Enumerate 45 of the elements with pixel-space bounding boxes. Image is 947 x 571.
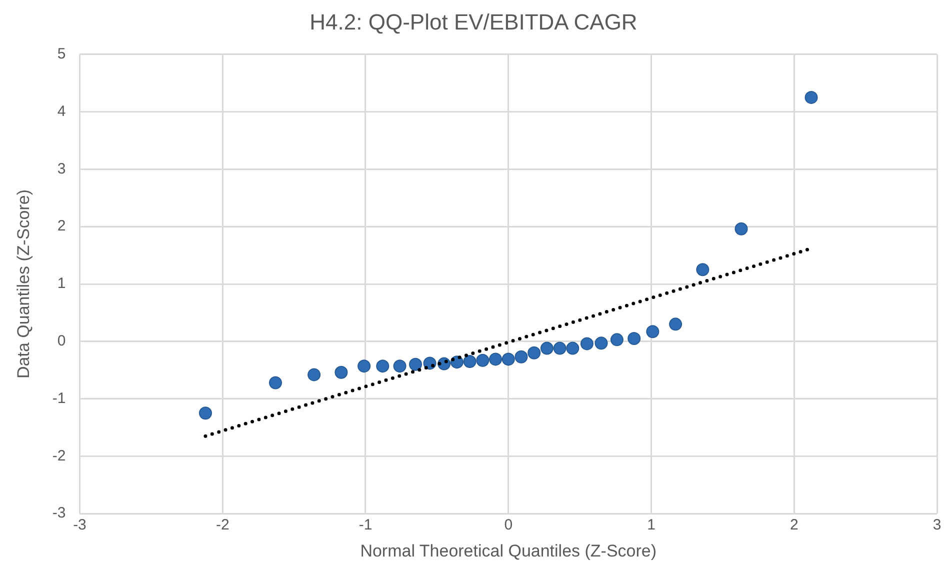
x-axis-title: Normal Theoretical Quantiles (Z-Score) <box>360 541 657 560</box>
point <box>463 354 476 368</box>
point <box>594 336 608 350</box>
y-tick-label: -2 <box>52 447 66 464</box>
point <box>308 368 321 382</box>
y-tick-label: 5 <box>57 46 66 63</box>
point <box>696 263 710 276</box>
point <box>476 354 490 367</box>
point <box>610 333 624 346</box>
point <box>514 350 528 364</box>
point <box>376 360 390 373</box>
point <box>553 342 566 355</box>
x-tick-label: -2 <box>216 516 230 534</box>
point <box>502 352 515 366</box>
x-tick-label: -3 <box>73 516 86 534</box>
y-tick-label: 4 <box>57 102 66 120</box>
x-tick-label: 3 <box>932 516 942 534</box>
y-tick-label: -1 <box>52 390 66 407</box>
point <box>580 337 594 350</box>
point <box>540 342 554 355</box>
point <box>804 90 818 104</box>
point <box>393 360 406 373</box>
y-tick-label: 3 <box>57 160 66 178</box>
chart-title: H4.2: QQ-Plot EV/EBITDA CAGR <box>310 9 638 34</box>
x-tick-label: 2 <box>790 516 798 534</box>
y-tick-label: 1 <box>57 275 66 292</box>
y-tick-label: 0 <box>57 332 66 350</box>
point <box>409 358 422 371</box>
x-tick-label: 0 <box>504 516 513 534</box>
y-axis-title: Data Quantiles (Z-Score) <box>14 190 33 378</box>
point <box>566 342 580 355</box>
point <box>268 376 282 390</box>
point <box>734 222 748 236</box>
point <box>669 318 682 331</box>
x-tick-label: -1 <box>358 516 372 534</box>
point <box>628 332 641 346</box>
y-tick-label: 2 <box>57 218 66 235</box>
point <box>334 366 348 379</box>
y-tick-label: -3 <box>52 504 66 522</box>
point <box>489 352 502 366</box>
point <box>646 325 660 338</box>
x-tick-label: 1 <box>647 516 656 534</box>
point <box>358 360 371 373</box>
point <box>198 406 212 420</box>
point <box>528 346 541 360</box>
